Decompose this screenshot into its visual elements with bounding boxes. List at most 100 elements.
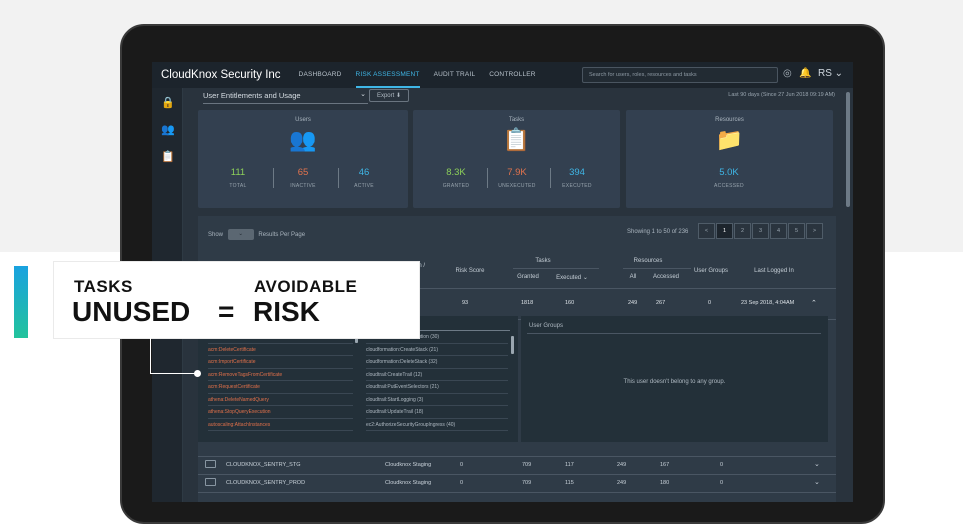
row-accessed: 167 <box>660 462 670 468</box>
users-card: Users 👥 111 TOTAL 65 INACTIVE 46 ACTIVE <box>198 110 408 208</box>
unused-task-item[interactable]: acm:ImportCertificate <box>208 356 353 369</box>
chevron-down-icon: ⌄ <box>360 91 366 98</box>
unused-task-item[interactable]: acm:RemoveTagsFromCertificate <box>208 369 353 381</box>
user-avatar[interactable]: RS ⌄ <box>818 68 844 79</box>
header-executed-label: Executed <box>556 275 582 281</box>
header-granted[interactable]: Granted <box>517 274 539 280</box>
page-5-button[interactable]: 5 <box>788 223 805 239</box>
header-accessed[interactable]: Accessed <box>652 274 679 280</box>
users-active-stat: 46 ACTIVE <box>344 167 384 189</box>
tasks-executed-stat: 394 EXECUTED <box>557 167 597 189</box>
header-divider <box>623 268 691 269</box>
view-select[interactable]: User Entitlements and Usage ⌄ <box>203 90 368 104</box>
used-list-scrollbar[interactable] <box>511 336 514 354</box>
collapse-icon[interactable]: ⌃ <box>811 300 817 307</box>
header-bottom-line <box>198 288 836 289</box>
unused-task-item[interactable]: autoscaling:AttachInstances <box>208 419 353 431</box>
search-input[interactable]: Search for users, roles, resources and t… <box>582 67 778 83</box>
unused-task-item[interactable]: acm:RequestCertificate <box>208 381 353 394</box>
header-last-logged-in[interactable]: Last Logged In <box>754 268 794 274</box>
user-groups-title: User Groups <box>529 323 564 329</box>
clipboard-icon[interactable]: 📋 <box>161 151 175 163</box>
page-1-button[interactable]: 1 <box>716 223 733 239</box>
nav-dashboard[interactable]: DASHBOARD <box>298 71 342 78</box>
row-domain: Cloudknox Staging <box>385 480 432 486</box>
users-total-stat: 111 TOTAL <box>218 167 258 189</box>
row-risk: 0 <box>460 462 464 468</box>
export-button[interactable]: Export ⬇ <box>369 89 409 102</box>
callout-equals: = <box>218 296 235 327</box>
user-initials: RS <box>818 68 832 79</box>
users-card-title: Users <box>295 117 311 123</box>
unused-task-item[interactable]: athena:StopQueryExecution <box>208 406 353 419</box>
used-task-item[interactable]: cloudformation:DeleteStack (32) <box>366 356 508 369</box>
callout-connector <box>150 373 197 374</box>
header-executed[interactable]: Executed ⌄ <box>549 274 595 281</box>
used-task-item[interactable]: cloudformation:CreateStack (21) <box>366 344 508 356</box>
header-divider <box>513 268 599 269</box>
used-task-item[interactable]: cloudtrail:StartLogging (3) <box>366 394 508 406</box>
row-accessed: 180 <box>660 480 670 486</box>
header-user-groups[interactable]: User Groups <box>693 268 728 274</box>
per-page-select[interactable]: ⌄ <box>227 229 254 240</box>
callout-unused: UNUSED <box>72 296 191 327</box>
per-page-label: Results Per Page <box>258 232 306 239</box>
row-executed: 117 <box>565 462 574 468</box>
row-divider <box>198 492 836 493</box>
user-groups-empty: This user doesn't belong to any group. <box>623 379 726 385</box>
page-scrollbar[interactable] <box>846 92 850 207</box>
help-icon[interactable]: ◎ <box>783 68 792 79</box>
row-name[interactable]: CLOUDKNOX_SENTRY_STG <box>226 462 301 468</box>
nav-audit-trail[interactable]: AUDIT TRAIL <box>433 71 476 78</box>
used-task-item[interactable]: cloudtrail:CreateTrail (12) <box>366 369 508 381</box>
row-all: 249 <box>617 462 627 468</box>
page-prev-button[interactable]: < <box>698 223 715 239</box>
tasks-granted-label: GRANTED <box>442 183 470 189</box>
row-all: 249 <box>617 480 627 486</box>
page-2-button[interactable]: 2 <box>734 223 751 239</box>
tasks-unexecuted-value: 7.9K <box>507 167 527 178</box>
callout-dot <box>194 370 201 377</box>
row-name[interactable]: CLOUDKNOX_SENTRY_PROD <box>226 480 306 486</box>
resources-card-title: Resources <box>715 117 744 123</box>
expand-icon[interactable]: ⌄ <box>814 479 820 486</box>
divider <box>338 168 339 188</box>
expand-icon[interactable]: ⌄ <box>814 461 820 468</box>
user-groups-panel: User Groups This user doesn't belong to … <box>521 316 828 442</box>
page-3-button[interactable]: 3 <box>752 223 769 239</box>
callout-box <box>54 262 419 338</box>
header-risk-score[interactable]: Risk Score <box>455 268 485 274</box>
users-icon[interactable]: 👥 <box>161 124 175 136</box>
used-task-item[interactable]: cloudtrail:UpdateTrail (18) <box>366 406 508 419</box>
row-divider <box>198 474 836 475</box>
download-icon: ⬇ <box>395 93 402 99</box>
showing-count: Showing 1 to 50 of 236 <box>627 229 689 235</box>
list-divider <box>366 330 510 331</box>
page-4-button[interactable]: 4 <box>770 223 787 239</box>
unused-task-item[interactable]: acm:DeleteCertificate <box>208 344 353 356</box>
row-groups: 0 <box>720 480 724 486</box>
expanded-row-accessed: 267 <box>656 300 666 306</box>
unused-list-scrollbar[interactable] <box>355 333 358 343</box>
page-next-button[interactable]: > <box>806 223 823 239</box>
tasks-executed-value: 394 <box>569 167 585 178</box>
users-inactive-value: 65 <box>297 167 309 178</box>
users-total-value: 111 <box>230 167 246 178</box>
expanded-row-groups: 0 <box>708 300 712 306</box>
nav-controller[interactable]: CONTROLLER <box>489 71 536 78</box>
pagination: < 1 2 3 4 5 > <box>698 223 824 239</box>
nav-risk-assessment[interactable]: RISK ASSESSMENT <box>355 62 420 88</box>
users-total-label: TOTAL <box>229 183 247 189</box>
users-inactive-stat: 65 INACTIVE <box>283 167 323 189</box>
expanded-row-executed: 160 <box>565 300 575 306</box>
expanded-row-all: 249 <box>628 300 638 306</box>
used-task-item[interactable]: cloudtrail:PutEventSelectors (21) <box>366 381 508 394</box>
lock-icon[interactable]: 🔒 <box>161 97 175 109</box>
brand-title[interactable]: CloudKnox Security Inc <box>161 69 281 81</box>
export-label: Export <box>376 93 395 99</box>
header-all[interactable]: All <box>629 274 637 280</box>
bell-icon[interactable]: 🔔 <box>799 68 812 79</box>
used-task-item[interactable]: ec2:AuthorizeSecurityGroupIngress (40) <box>366 419 508 431</box>
tasks-card-title: Tasks <box>508 117 525 123</box>
unused-task-item[interactable]: athena:DeleteNamedQuery <box>208 394 353 406</box>
